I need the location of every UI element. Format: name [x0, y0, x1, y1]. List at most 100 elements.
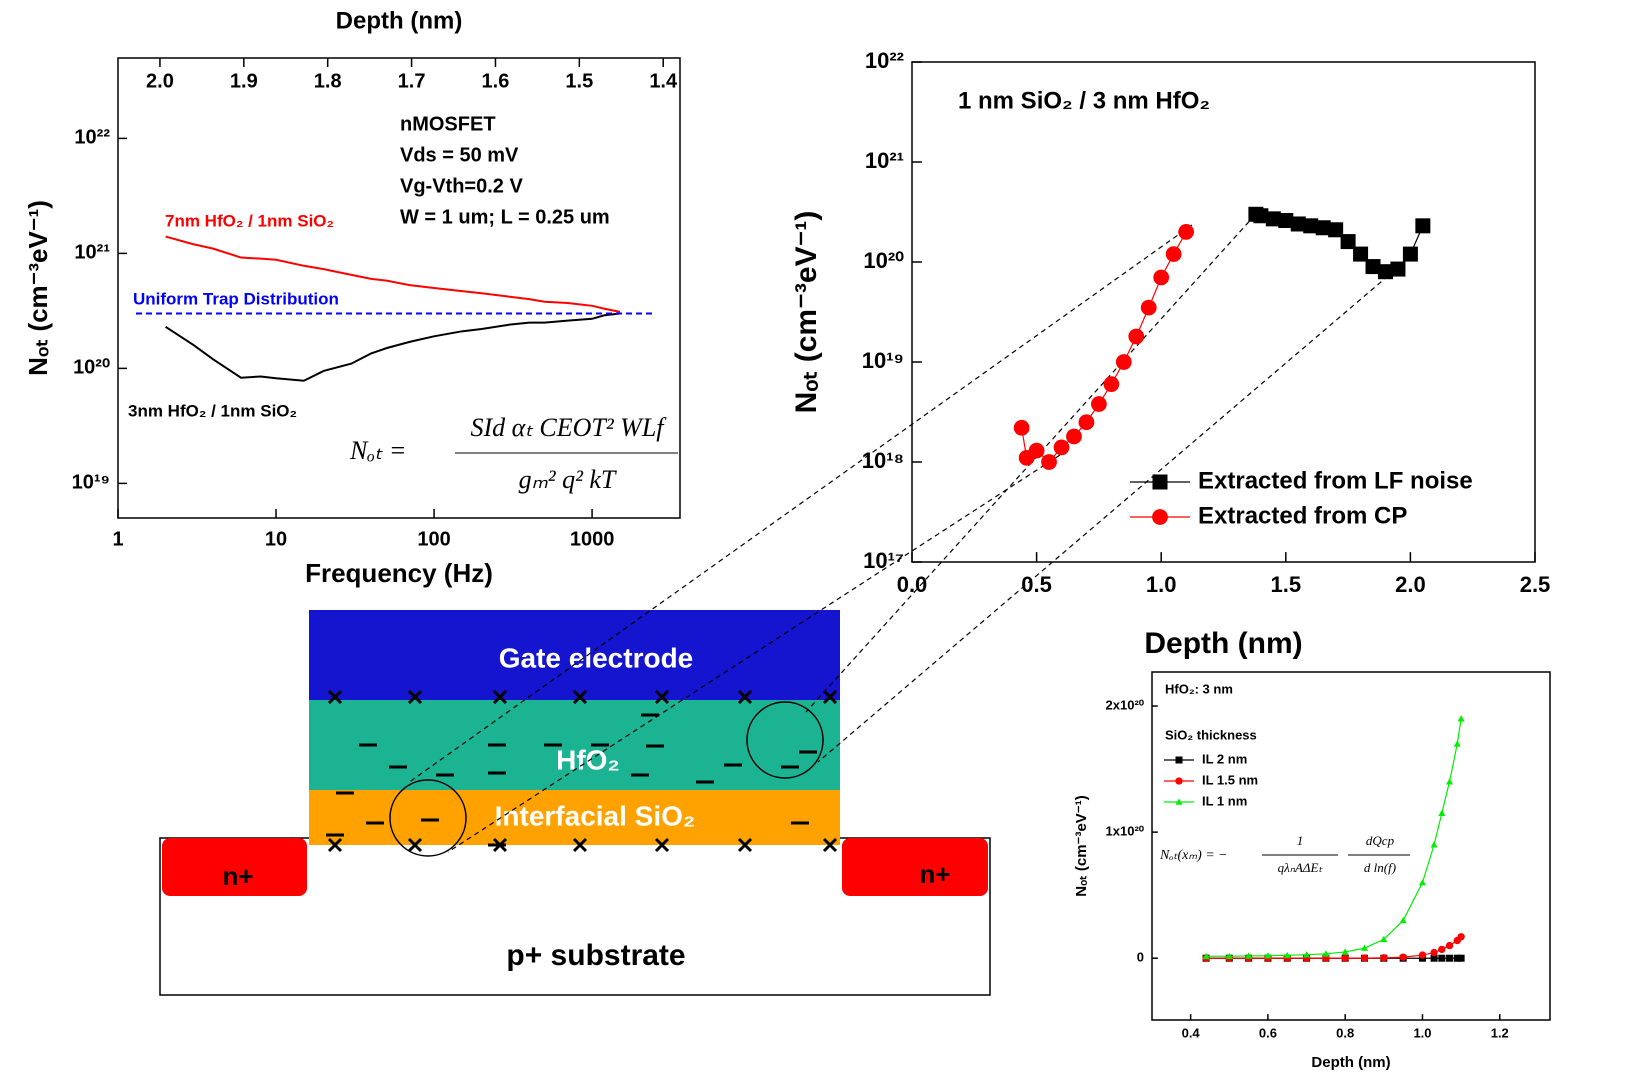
y-tick-label: 10¹⁹: [72, 472, 110, 494]
series-line: [165, 312, 621, 382]
marker: [1457, 933, 1465, 941]
y-tick-label: 10²²: [74, 127, 110, 149]
x-tick-label: 1.2: [1491, 1026, 1509, 1041]
marker: [1175, 777, 1183, 785]
layer-label: HfO₂: [556, 744, 620, 775]
y-tick-label: 10¹⁹: [862, 348, 904, 373]
y-axis-title: Nₒₜ (cm⁻³eV⁻¹): [790, 211, 823, 414]
layer-label: Interfacial SiO₂: [495, 800, 696, 831]
traps: [326, 689, 838, 853]
marker: [1430, 948, 1438, 957]
marker: [1415, 218, 1431, 234]
x2-tick-label: 2.0: [146, 70, 174, 92]
trap-cross: [737, 689, 753, 705]
trap-cross: [572, 837, 588, 853]
marker: [1341, 948, 1349, 955]
marker: [1041, 454, 1057, 470]
plot-frame: [1151, 671, 1551, 1021]
marker: [1328, 222, 1344, 238]
marker: [1438, 954, 1446, 962]
x-axis-title: Frequency (Hz): [305, 558, 493, 588]
legend-label: Extracted from LF noise: [1198, 467, 1473, 494]
marker: [1361, 944, 1369, 951]
trap-cross: [572, 689, 588, 705]
x-tick-label: 1.0: [1413, 1026, 1431, 1041]
x-tick-label: 0.5: [1021, 572, 1052, 597]
marker: [1380, 935, 1388, 943]
marker: [1353, 246, 1369, 262]
marker: [1446, 778, 1454, 785]
x-tick-label: 0.0: [897, 572, 928, 597]
y-tick-label: 10²²: [865, 48, 904, 73]
marker: [1202, 952, 1210, 960]
marker: [1453, 954, 1461, 962]
trap-cross: [654, 837, 670, 853]
formula: qλₙAΔEₜ: [1278, 860, 1324, 875]
marker: [1066, 428, 1082, 445]
annotation: 1 nm SiO₂ / 3 nm HfO₂: [958, 87, 1210, 114]
device-diagram: Gate electrode HfO₂ Interfacial SiO₂ n+ …: [159, 214, 1396, 996]
x2-tick-label: 1.9: [230, 70, 258, 92]
series-label: 3nm HfO₂ / 1nm SiO₂: [128, 401, 297, 420]
marker: [1225, 952, 1233, 959]
x-tick-label: 1.0: [1146, 572, 1177, 597]
source-region: [162, 838, 307, 896]
marker: [1303, 218, 1319, 234]
marker: [1418, 951, 1427, 959]
marker: [1399, 953, 1407, 961]
x2-tick-label: 1.7: [398, 70, 426, 92]
marker: [1453, 740, 1461, 747]
connector-lines: [407, 214, 1396, 853]
marker: [1028, 442, 1045, 459]
trap-cross: [492, 689, 508, 705]
annotation: Vg-Vth=0.2 V: [400, 175, 523, 197]
y-tick-label: 10²¹: [74, 242, 110, 264]
zoom-circle: [746, 701, 824, 779]
marker: [1340, 234, 1356, 250]
y-tick-label: 10²⁰: [863, 248, 904, 273]
legend-label: IL 1.5 nm: [1202, 772, 1258, 787]
annotation: HfO₂: 3 nm: [1165, 681, 1233, 696]
y-axis-title: Nₒₜ (cm⁻³eV⁻¹): [23, 200, 53, 376]
marker: [1315, 220, 1331, 236]
source-label: n+: [222, 861, 253, 891]
x2-axis-title: Depth (nm): [336, 7, 463, 34]
trap-cross: [822, 689, 838, 705]
chart: 1 10 100 1000 10¹⁹ 10²⁰ 10²¹ 10²² 2.0 1.9 1.8 1.7 1.…: [23, 7, 681, 588]
marker: [1445, 941, 1454, 950]
annotation: nMOSFET: [400, 113, 496, 135]
x-tick-label: 2.5: [1520, 572, 1551, 597]
drain-region: [842, 838, 988, 896]
substrate-label: p+ substrate: [506, 939, 685, 972]
marker: [1253, 208, 1269, 224]
annotation: Vds = 50 mV: [400, 144, 519, 166]
marker: [1265, 211, 1281, 227]
marker: [1380, 954, 1388, 962]
plot-frame: [911, 61, 1536, 563]
x2-tick-label: 1.5: [565, 70, 593, 92]
marker: [1457, 954, 1465, 962]
marker: [1438, 945, 1446, 954]
x-tick-label: 2.0: [1395, 572, 1426, 597]
series-line: [1021, 231, 1187, 463]
formula: Nₒₜ =: [349, 436, 406, 465]
connector: [817, 269, 1396, 763]
y-tick-label: 10²¹: [865, 148, 904, 173]
x-tick-label: 0.4: [1182, 1026, 1201, 1041]
marker: [1165, 246, 1182, 262]
x-tick-label: 1: [112, 528, 123, 550]
formula: 1: [1297, 833, 1304, 848]
x-tick-label: 10: [265, 528, 287, 550]
series-label: 7nm HfO₂ / 1nm SiO₂: [165, 211, 334, 230]
formula: dQcp: [1366, 833, 1395, 848]
marker: [1053, 439, 1070, 456]
marker: [1303, 951, 1311, 958]
marker: [1283, 951, 1291, 959]
annotation: SiO₂ thickness: [1165, 727, 1257, 742]
x-tick-label: 1000: [570, 528, 615, 550]
x-axis-title: Depth (nm): [1311, 1054, 1390, 1071]
formula: SId αₜ CEOT² WLf: [470, 413, 667, 442]
marker: [1341, 954, 1349, 962]
marker: [1245, 952, 1253, 959]
